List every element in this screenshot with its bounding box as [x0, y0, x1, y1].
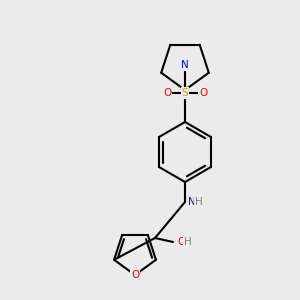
Text: O: O	[163, 88, 171, 98]
Text: H: H	[195, 197, 203, 207]
Text: N: N	[188, 197, 196, 207]
Text: O: O	[177, 237, 185, 247]
Text: H: H	[184, 237, 192, 247]
Text: S: S	[182, 88, 188, 98]
Text: O: O	[199, 88, 207, 98]
Text: N: N	[181, 60, 189, 70]
Text: O: O	[131, 270, 139, 280]
